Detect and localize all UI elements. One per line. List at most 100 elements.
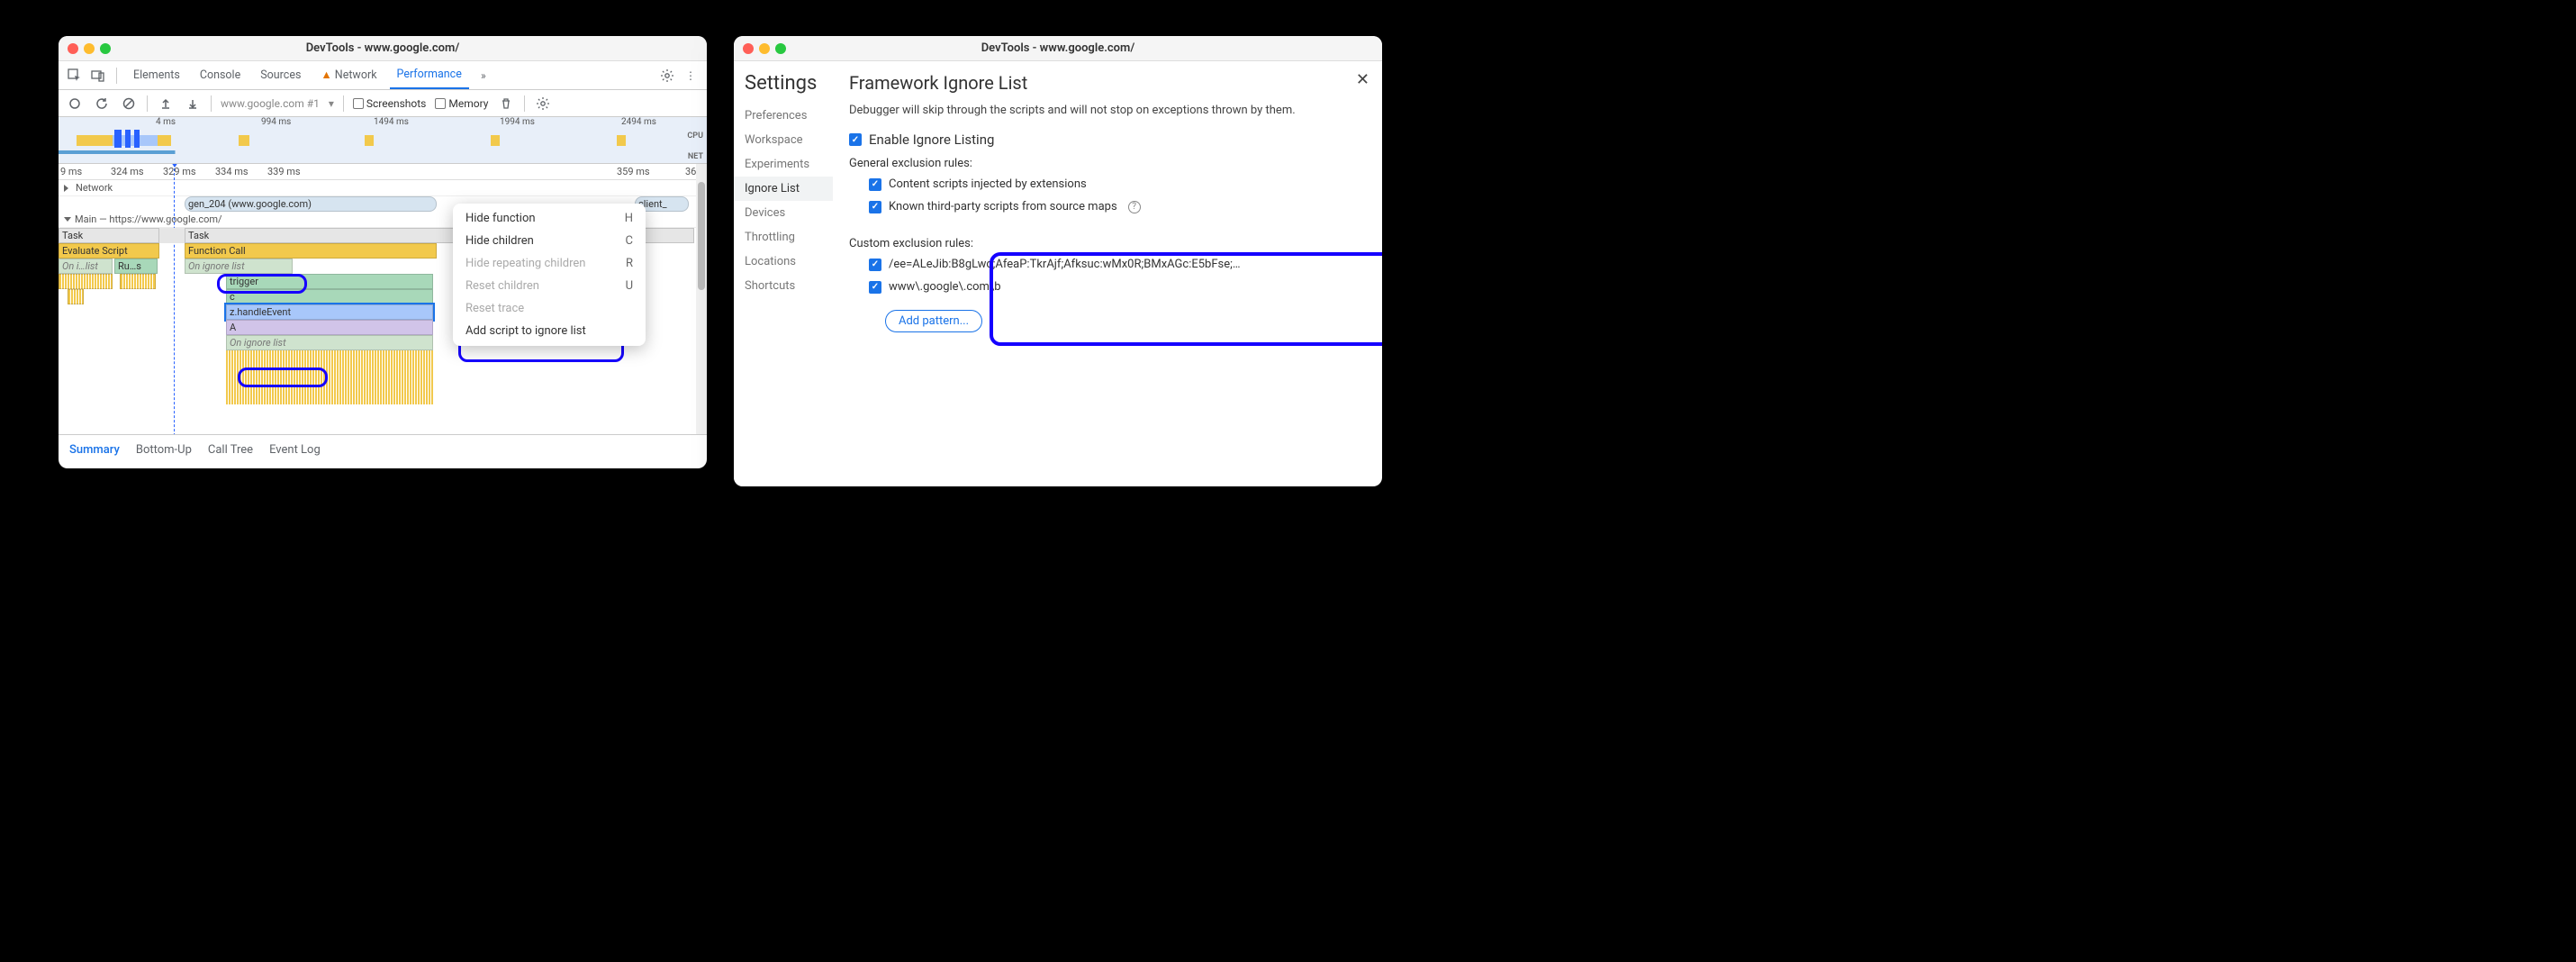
- tick-label: 2494 ms: [621, 117, 656, 127]
- tab-event-log[interactable]: Event Log: [269, 443, 321, 457]
- network-track-label: Network: [76, 182, 113, 194]
- flame-segment[interactable]: [68, 289, 84, 304]
- scrollbar-thumb[interactable]: [698, 182, 705, 290]
- menu-add-to-ignore-list[interactable]: Add script to ignore list: [453, 320, 646, 342]
- flame-ruler: 9 ms 324 ms 329 ms 334 ms 339 ms 359 ms …: [59, 164, 707, 180]
- rule-third-party-scripts[interactable]: Known third-party scripts from source ma…: [869, 200, 1366, 213]
- warning-icon: ▲: [321, 68, 331, 82]
- rule-label: /ee=ALeJib:B8gLwd;AfeaP:TkrAjf;Afksuc:wM…: [889, 258, 1241, 271]
- tick-label: 4 ms: [156, 117, 176, 127]
- flame-evaluate-script[interactable]: Evaluate Script: [59, 243, 159, 259]
- ruler-tick: 36: [685, 166, 696, 177]
- kebab-menu-icon[interactable]: ⋮: [682, 67, 700, 85]
- sidebar-item-devices[interactable]: Devices: [734, 201, 833, 225]
- sidebar-item-workspace[interactable]: Workspace: [734, 128, 833, 152]
- help-icon[interactable]: ?: [1128, 201, 1141, 213]
- sidebar-item-ignore-list[interactable]: Ignore List: [734, 177, 833, 201]
- add-pattern-button[interactable]: Add pattern...: [885, 310, 982, 332]
- tab-sources[interactable]: Sources: [253, 61, 308, 89]
- network-request[interactable]: gen_204 (www.google.com): [185, 196, 437, 212]
- network-track-header[interactable]: Network: [59, 180, 707, 196]
- menu-hide-function[interactable]: Hide functionH: [453, 207, 646, 230]
- tick-label: 1494 ms: [374, 117, 409, 127]
- sidebar-item-experiments[interactable]: Experiments: [734, 152, 833, 177]
- gear-icon[interactable]: [534, 95, 552, 113]
- tab-summary[interactable]: Summary: [69, 443, 120, 457]
- flame-c[interactable]: c: [226, 289, 433, 304]
- screenshots-checkbox[interactable]: Screenshots: [353, 97, 426, 110]
- flame-on-ignore-list[interactable]: On i…list: [59, 259, 113, 274]
- device-toolbar-icon[interactable]: [89, 67, 107, 85]
- custom-rule-1[interactable]: /ee=ALeJib:B8gLwd;AfeaP:TkrAjf;Afksuc:wM…: [869, 258, 1366, 271]
- sidebar-item-shortcuts[interactable]: Shortcuts: [734, 274, 833, 298]
- flame-trigger[interactable]: trigger: [226, 274, 433, 289]
- tab-call-tree[interactable]: Call Tree: [208, 443, 253, 457]
- cpu-label: CPU: [687, 132, 703, 141]
- custom-rule-2[interactable]: www\.google\.com\b: [869, 280, 1366, 294]
- flame-task[interactable]: Task: [59, 228, 159, 243]
- enable-ignore-listing-row[interactable]: Enable Ignore Listing: [849, 132, 1366, 148]
- ruler-tick: 359 ms: [617, 166, 650, 177]
- menu-shortcut: H: [625, 212, 633, 225]
- ruler-tick: 334 ms: [215, 166, 249, 177]
- download-icon[interactable]: [184, 95, 202, 113]
- flame-on-ignore-list[interactable]: On ignore list: [185, 259, 293, 274]
- gear-icon[interactable]: [658, 67, 676, 85]
- devtools-settings-window: DevTools - www.google.com/ Settings Pref…: [734, 36, 1382, 486]
- details-tabs: Summary Bottom-Up Call Tree Event Log: [59, 434, 707, 465]
- checkbox-checked-icon[interactable]: [849, 133, 862, 146]
- dropdown-icon[interactable]: ▾: [329, 97, 334, 110]
- tab-network-label: Network: [335, 68, 377, 82]
- ruler-tick: 324 ms: [111, 166, 144, 177]
- menu-hide-repeating: Hide repeating childrenR: [453, 252, 646, 275]
- checkbox-checked-icon[interactable]: [869, 201, 881, 213]
- flame-segment[interactable]: [120, 274, 156, 289]
- separator: [343, 95, 344, 112]
- settings-sidebar: Settings Preferences Workspace Experimen…: [734, 61, 833, 486]
- more-tabs-icon[interactable]: »: [475, 67, 493, 85]
- close-icon[interactable]: ✕: [1356, 70, 1369, 89]
- sidebar-item-throttling[interactable]: Throttling: [734, 225, 833, 250]
- timeline-overview[interactable]: 4 ms 994 ms 1494 ms 1994 ms 2494 ms CPU …: [59, 117, 707, 164]
- menu-reset-trace: Reset trace: [453, 297, 646, 320]
- tab-network[interactable]: ▲ Network: [313, 61, 384, 89]
- tab-bottom-up[interactable]: Bottom-Up: [136, 443, 192, 457]
- flame-on-ignore-list[interactable]: On ignore list: [226, 335, 433, 350]
- enable-ignore-listing-label: Enable Ignore Listing: [869, 132, 994, 148]
- recording-selector[interactable]: www.google.com #1: [221, 97, 320, 110]
- rule-content-scripts[interactable]: Content scripts injected by extensions: [869, 177, 1366, 191]
- separator: [211, 95, 212, 112]
- sidebar-item-preferences[interactable]: Preferences: [734, 104, 833, 128]
- clear-icon[interactable]: [120, 95, 138, 113]
- upload-icon[interactable]: [157, 95, 175, 113]
- overview-ticks: 4 ms 994 ms 1494 ms 1994 ms 2494 ms: [59, 117, 707, 130]
- checkbox-checked-icon[interactable]: [869, 259, 881, 271]
- sidebar-item-locations[interactable]: Locations: [734, 250, 833, 274]
- flame-chart-area[interactable]: 9 ms 324 ms 329 ms 334 ms 339 ms 359 ms …: [59, 164, 707, 434]
- memory-checkbox[interactable]: Memory: [435, 97, 488, 110]
- checkbox-checked-icon[interactable]: [869, 178, 881, 191]
- menu-shortcut: U: [626, 279, 633, 293]
- tab-console[interactable]: Console: [193, 61, 248, 89]
- flame-segment[interactable]: [59, 274, 113, 289]
- context-menu: Hide functionH Hide childrenC Hide repea…: [453, 204, 646, 346]
- tab-performance[interactable]: Performance: [390, 61, 469, 89]
- flame-hatch-region[interactable]: [226, 350, 433, 404]
- main-track-label: Main — https://www.google.com/: [75, 213, 222, 225]
- menu-hide-children[interactable]: Hide childrenC: [453, 230, 646, 252]
- trash-icon[interactable]: [497, 95, 515, 113]
- checkbox-checked-icon[interactable]: [869, 281, 881, 294]
- tab-elements[interactable]: Elements: [126, 61, 187, 89]
- flame-function-call[interactable]: Function Call: [185, 243, 437, 259]
- flame-runs[interactable]: Ru…s: [114, 259, 158, 274]
- titlebar[interactable]: DevTools - www.google.com/: [59, 36, 707, 61]
- reload-icon[interactable]: [93, 95, 111, 113]
- expand-icon: [64, 185, 72, 192]
- flame-handle-event-selected[interactable]: z.handleEvent: [226, 304, 433, 320]
- flame-a[interactable]: A: [226, 320, 433, 335]
- inspect-element-icon[interactable]: [66, 67, 84, 85]
- vertical-scrollbar[interactable]: [696, 164, 707, 434]
- overview-cpu-bars: [59, 130, 707, 151]
- record-icon[interactable]: [66, 95, 84, 113]
- titlebar[interactable]: DevTools - www.google.com/: [734, 36, 1382, 61]
